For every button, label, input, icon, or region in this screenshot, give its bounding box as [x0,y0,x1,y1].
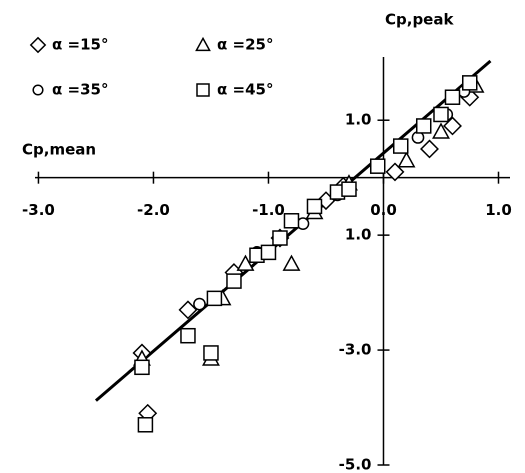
marker-square [206,290,223,307]
marker-triangle [236,254,255,271]
marker-square [134,359,150,376]
x-tick-label: -3.0 [22,201,55,219]
marker-circle [193,297,206,311]
marker-diamond [385,162,405,182]
y-axis-label: Cp,peak [385,11,454,29]
marker-square [272,230,288,246]
x-axis-label: Cp,mean [22,141,96,159]
y-tick-label: 1.0 [345,111,372,129]
marker-diamond [443,116,462,136]
marker-circle [32,84,44,96]
marker-square [137,417,154,433]
fit-line [94,59,492,402]
y-tick-label: -3.0 [339,341,372,359]
marker-triangle [195,36,211,52]
marker-diamond [178,300,198,320]
marker-square [260,244,277,261]
marker-triangle [397,151,416,168]
x-tick-label: 0.0 [370,201,397,219]
marker-square [369,158,386,174]
legend-label: α =15° [52,36,108,54]
marker-triangle [432,122,450,139]
x-tick-label: -1.0 [252,201,285,219]
y-tick-label: -5.0 [339,456,372,473]
marker-square [226,273,242,289]
x-tick-label: -2.0 [137,201,170,219]
legend-label: α =45° [217,81,273,99]
marker-square [283,213,300,229]
marker-square [461,75,478,91]
marker-square [203,345,219,361]
marker-diamond [420,139,439,159]
marker-square [444,89,461,105]
marker-square [392,138,409,154]
marker-square [306,198,323,215]
y-tick-label: 1.0 [345,226,372,244]
x-tick-label: 1.0 [485,201,512,219]
marker-square [341,181,357,197]
legend-label: α =35° [52,81,108,99]
marker-square [415,118,432,134]
marker-diamond [29,36,47,54]
marker-square [180,327,196,344]
marker-square [433,106,449,123]
legend-label: α =25° [217,36,273,54]
marker-square [196,83,210,97]
marker-triangle [282,254,301,271]
